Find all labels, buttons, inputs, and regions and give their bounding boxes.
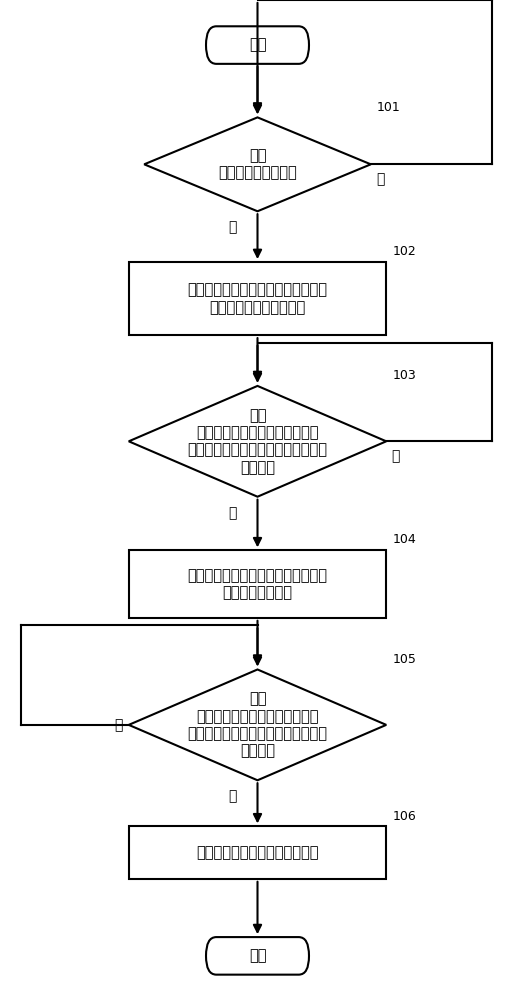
Text: 判断
施加检测电压的各定子绕组的电
流绝对值是否在预设时长内到达预设
电流阈值: 判断 施加检测电压的各定子绕组的电 流绝对值是否在预设时长内到达预设 电流阈值 bbox=[187, 408, 328, 475]
Text: 判断
施加检测电压的各定子绕组的电
流绝对值是否在预设时长内到达预设
电流阈值: 判断 施加检测电压的各定子绕组的电 流绝对值是否在预设时长内到达预设 电流阈值 bbox=[187, 691, 328, 758]
Bar bbox=[129, 262, 386, 335]
Text: 开始: 开始 bbox=[249, 38, 266, 53]
Bar bbox=[129, 826, 386, 879]
Text: 是: 是 bbox=[229, 221, 237, 235]
Text: 106: 106 bbox=[392, 810, 416, 823]
Text: 判断
是否接收到启动指令: 判断 是否接收到启动指令 bbox=[218, 148, 297, 181]
FancyBboxPatch shape bbox=[206, 937, 309, 975]
Text: 105: 105 bbox=[392, 653, 416, 666]
Polygon shape bbox=[144, 117, 371, 211]
Text: 104: 104 bbox=[392, 533, 416, 546]
Text: 103: 103 bbox=[392, 369, 416, 382]
Polygon shape bbox=[129, 386, 386, 497]
Text: 是: 是 bbox=[229, 506, 237, 520]
Text: 否: 否 bbox=[376, 172, 384, 186]
Text: 否: 否 bbox=[114, 718, 123, 732]
Text: 结束: 结束 bbox=[249, 948, 266, 963]
Bar bbox=[129, 550, 386, 618]
Text: 三相电机不缺相，启动三相电机: 三相电机不缺相，启动三相电机 bbox=[196, 845, 319, 860]
Text: 在三相电机的第一定子绕组以及第二
定子绕组上施加检测电压: 在三相电机的第一定子绕组以及第二 定子绕组上施加检测电压 bbox=[187, 282, 328, 315]
Text: 是: 是 bbox=[229, 790, 237, 804]
Text: 102: 102 bbox=[392, 245, 416, 258]
Text: 101: 101 bbox=[377, 101, 401, 114]
Text: 在第一定子绕组以及第三定子绕组上
再次施加检测电压: 在第一定子绕组以及第三定子绕组上 再次施加检测电压 bbox=[187, 568, 328, 600]
Text: 否: 否 bbox=[391, 449, 400, 463]
FancyBboxPatch shape bbox=[206, 26, 309, 64]
Polygon shape bbox=[129, 669, 386, 780]
